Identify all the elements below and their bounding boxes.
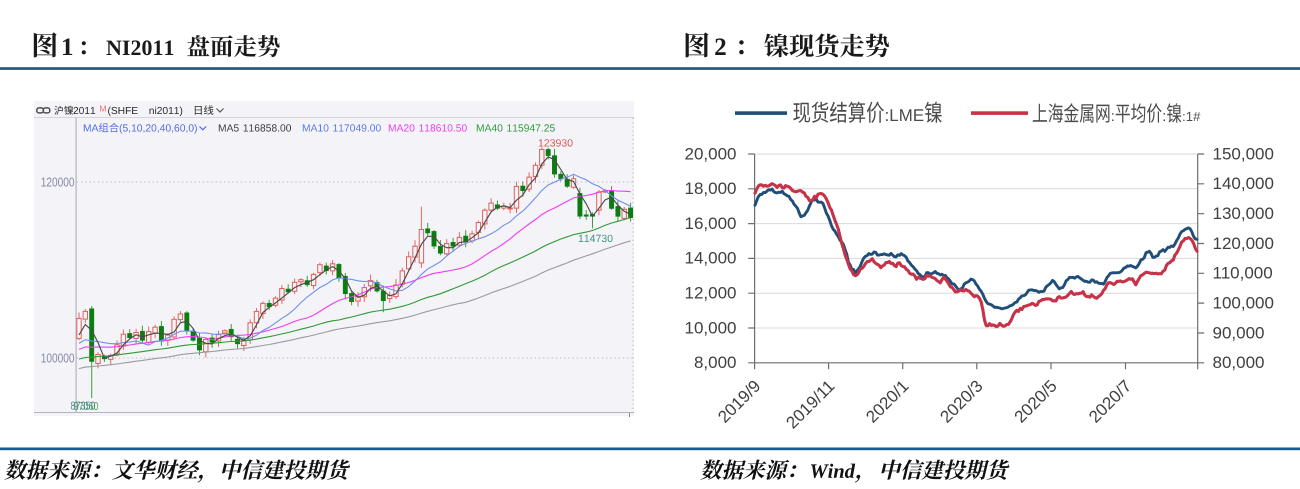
svg-text:8,000: 8,000 [694, 353, 737, 372]
svg-text:10,000: 10,000 [685, 318, 737, 337]
svg-text:100,000: 100,000 [1213, 293, 1274, 312]
svg-text:120000: 120000 [41, 175, 75, 189]
svg-text:90,000: 90,000 [1213, 323, 1265, 342]
svg-text:130,000: 130,000 [1213, 204, 1274, 223]
svg-text:20,000: 20,000 [685, 144, 737, 163]
svg-text:16,000: 16,000 [685, 214, 737, 233]
svg-text:140,000: 140,000 [1213, 174, 1274, 193]
svg-text:12,000: 12,000 [685, 284, 737, 303]
svg-text:150,000: 150,000 [1213, 144, 1274, 163]
svg-text:80,000: 80,000 [1213, 353, 1265, 372]
svg-text:14,000: 14,000 [685, 249, 737, 268]
svg-text:100000: 100000 [41, 351, 75, 365]
svg-text:110,000: 110,000 [1213, 264, 1273, 283]
svg-text:120,000: 120,000 [1213, 234, 1274, 253]
svg-text:18,000: 18,000 [685, 179, 737, 198]
